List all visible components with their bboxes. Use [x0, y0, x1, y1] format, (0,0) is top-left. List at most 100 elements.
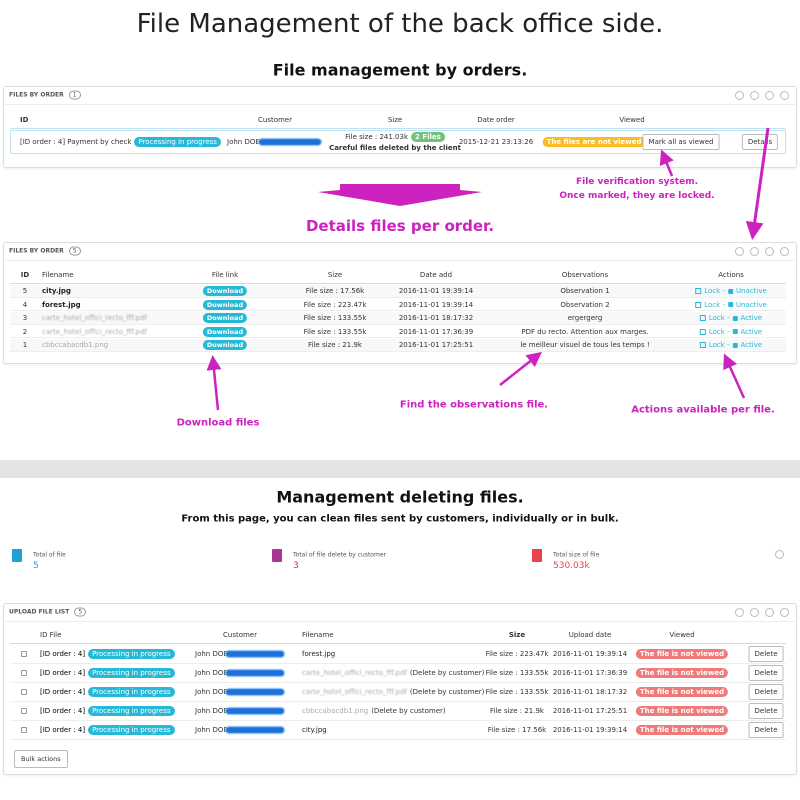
order-cell: [ID order : 4] Processing in progress	[40, 649, 175, 659]
download-button[interactable]: Download	[202, 326, 248, 337]
download-button[interactable]: Download	[202, 313, 248, 323]
status-badge: Processing in progress	[88, 706, 175, 716]
row-checkbox[interactable]	[21, 689, 27, 695]
column-header: Filename	[302, 631, 334, 639]
customer-name: John DOE	[195, 669, 228, 677]
divider-band	[0, 460, 800, 478]
delete-button[interactable]: Delete	[748, 703, 784, 719]
panel-title: FILES BY ORDER	[9, 91, 64, 99]
status-badge: Processing in progress	[134, 137, 221, 147]
file-id: 2	[22, 327, 28, 336]
actions-cell: Lock - Active	[699, 314, 763, 322]
lock-action[interactable]: Lock -	[704, 287, 725, 295]
file-size: File size : 133.55k	[485, 688, 549, 696]
filename: carte_hotel_offici_recto_fff.pdf	[302, 688, 407, 696]
order-label: [ID order : 4]	[40, 707, 86, 715]
actions-cell: Lock - Unactive	[695, 287, 767, 295]
details-button[interactable]: Details	[741, 134, 779, 150]
order-label: [ID order : 4] Payment by check	[20, 138, 132, 146]
panel-count: 1	[68, 90, 81, 100]
state-action[interactable]: Unactive	[735, 300, 767, 309]
order-cell: [ID order : 4] Payment by check Processin…	[20, 137, 221, 147]
header-line	[10, 128, 786, 129]
column-header: Date add	[419, 271, 453, 279]
panel-tool-icon	[765, 247, 774, 256]
row-checkbox[interactable]	[21, 651, 27, 657]
observation: ergergerg	[567, 314, 603, 322]
order-cell: [ID order : 4] Processing in progress	[40, 706, 175, 716]
mark-viewed-button[interactable]: Mark all as viewed	[642, 134, 720, 150]
download-button[interactable]: Download	[202, 286, 248, 296]
files-badge: 2 Files	[411, 132, 445, 142]
refresh-icon	[775, 550, 784, 559]
panel-header: UPLOAD FILE LIST 5	[9, 607, 87, 617]
panel-tool-icon	[735, 91, 744, 100]
delete-button[interactable]: Delete	[748, 722, 784, 738]
filename: cbbccabacdb1.png	[302, 707, 369, 715]
panel-tool-icon	[750, 608, 759, 617]
panel-header: FILES BY ORDER 5	[9, 246, 81, 256]
observation: Observation 1	[560, 287, 610, 295]
lock-action[interactable]: Lock -	[708, 314, 730, 322]
deleted-note: Careful files deleted by the client	[329, 144, 461, 152]
file-size: File size : 17.56k	[487, 726, 547, 734]
filename: city.jpg	[302, 726, 327, 734]
date-add: 2016-11-01 17:25:51	[398, 341, 474, 349]
column-header: Observations	[561, 271, 609, 279]
upload-date: 2016-11-01 19:39:14	[552, 650, 628, 658]
row-checkbox[interactable]	[21, 708, 27, 714]
viewed-badge: The file is not viewed	[635, 687, 729, 697]
check-icon	[727, 302, 733, 307]
panel	[3, 242, 797, 364]
section-title: File management by orders.	[272, 60, 528, 80]
column-header: Size	[508, 631, 526, 639]
lock-action[interactable]: Lock -	[708, 341, 730, 349]
customer-name: John DOE	[195, 707, 228, 715]
lock-icon	[699, 342, 706, 348]
state-action[interactable]: Active	[740, 341, 763, 349]
panel-title: UPLOAD FILE LIST	[9, 608, 70, 616]
delete-button[interactable]: Delete	[748, 665, 784, 681]
customer-name: John DOE	[195, 726, 228, 734]
page-title: File Management of the back office side.	[136, 9, 664, 39]
download-button[interactable]: Download	[202, 340, 248, 350]
order-date: 2015-12-21 23:13:26	[458, 138, 534, 146]
filename-cell: city.jpg	[302, 726, 327, 734]
column-header: Actions	[718, 271, 744, 279]
check-icon	[727, 288, 733, 294]
customer-name: John DOE	[195, 688, 228, 696]
delete-button[interactable]: Delete	[748, 646, 784, 662]
row	[10, 130, 786, 154]
bulk-actions-button[interactable]: Bulk actions	[14, 750, 68, 768]
panel-divider	[3, 260, 797, 261]
date-add: 2016-11-01 17:36:39	[398, 327, 474, 336]
delete-button[interactable]: Delete	[748, 684, 784, 700]
check-icon	[732, 329, 738, 334]
panel	[3, 603, 797, 775]
stat-value: 3	[293, 561, 299, 571]
row-separator	[10, 739, 786, 740]
status-badge: Processing in progress	[88, 725, 175, 735]
stat-value: 5	[33, 561, 39, 571]
panel-title: FILES BY ORDER	[9, 247, 64, 255]
row-checkbox[interactable]	[21, 670, 27, 676]
state-action[interactable]: Active	[740, 314, 763, 322]
state-action[interactable]: Active	[740, 327, 763, 336]
column-header: Filename	[42, 271, 74, 279]
column-header: Viewed	[619, 116, 645, 124]
lock-action[interactable]: Lock -	[708, 327, 730, 336]
lock-action[interactable]: Lock -	[704, 300, 725, 309]
filename: carte_hotel_offici_recto_fff.pdf	[42, 327, 147, 336]
stat-label: Total size of file	[553, 551, 600, 559]
state-action[interactable]: Unactive	[735, 287, 767, 295]
row-checkbox[interactable]	[21, 727, 27, 733]
panel-tool-icon	[735, 247, 744, 256]
status-badge: Processing in progress	[88, 668, 175, 678]
customer-name: John DOE	[227, 138, 260, 146]
row-separator	[10, 701, 786, 702]
download-button[interactable]: Download	[202, 299, 248, 310]
blurred-email	[225, 669, 285, 677]
viewed-badge: The file is not viewed	[635, 725, 729, 735]
file-size: File size : 133.55k	[303, 314, 367, 322]
